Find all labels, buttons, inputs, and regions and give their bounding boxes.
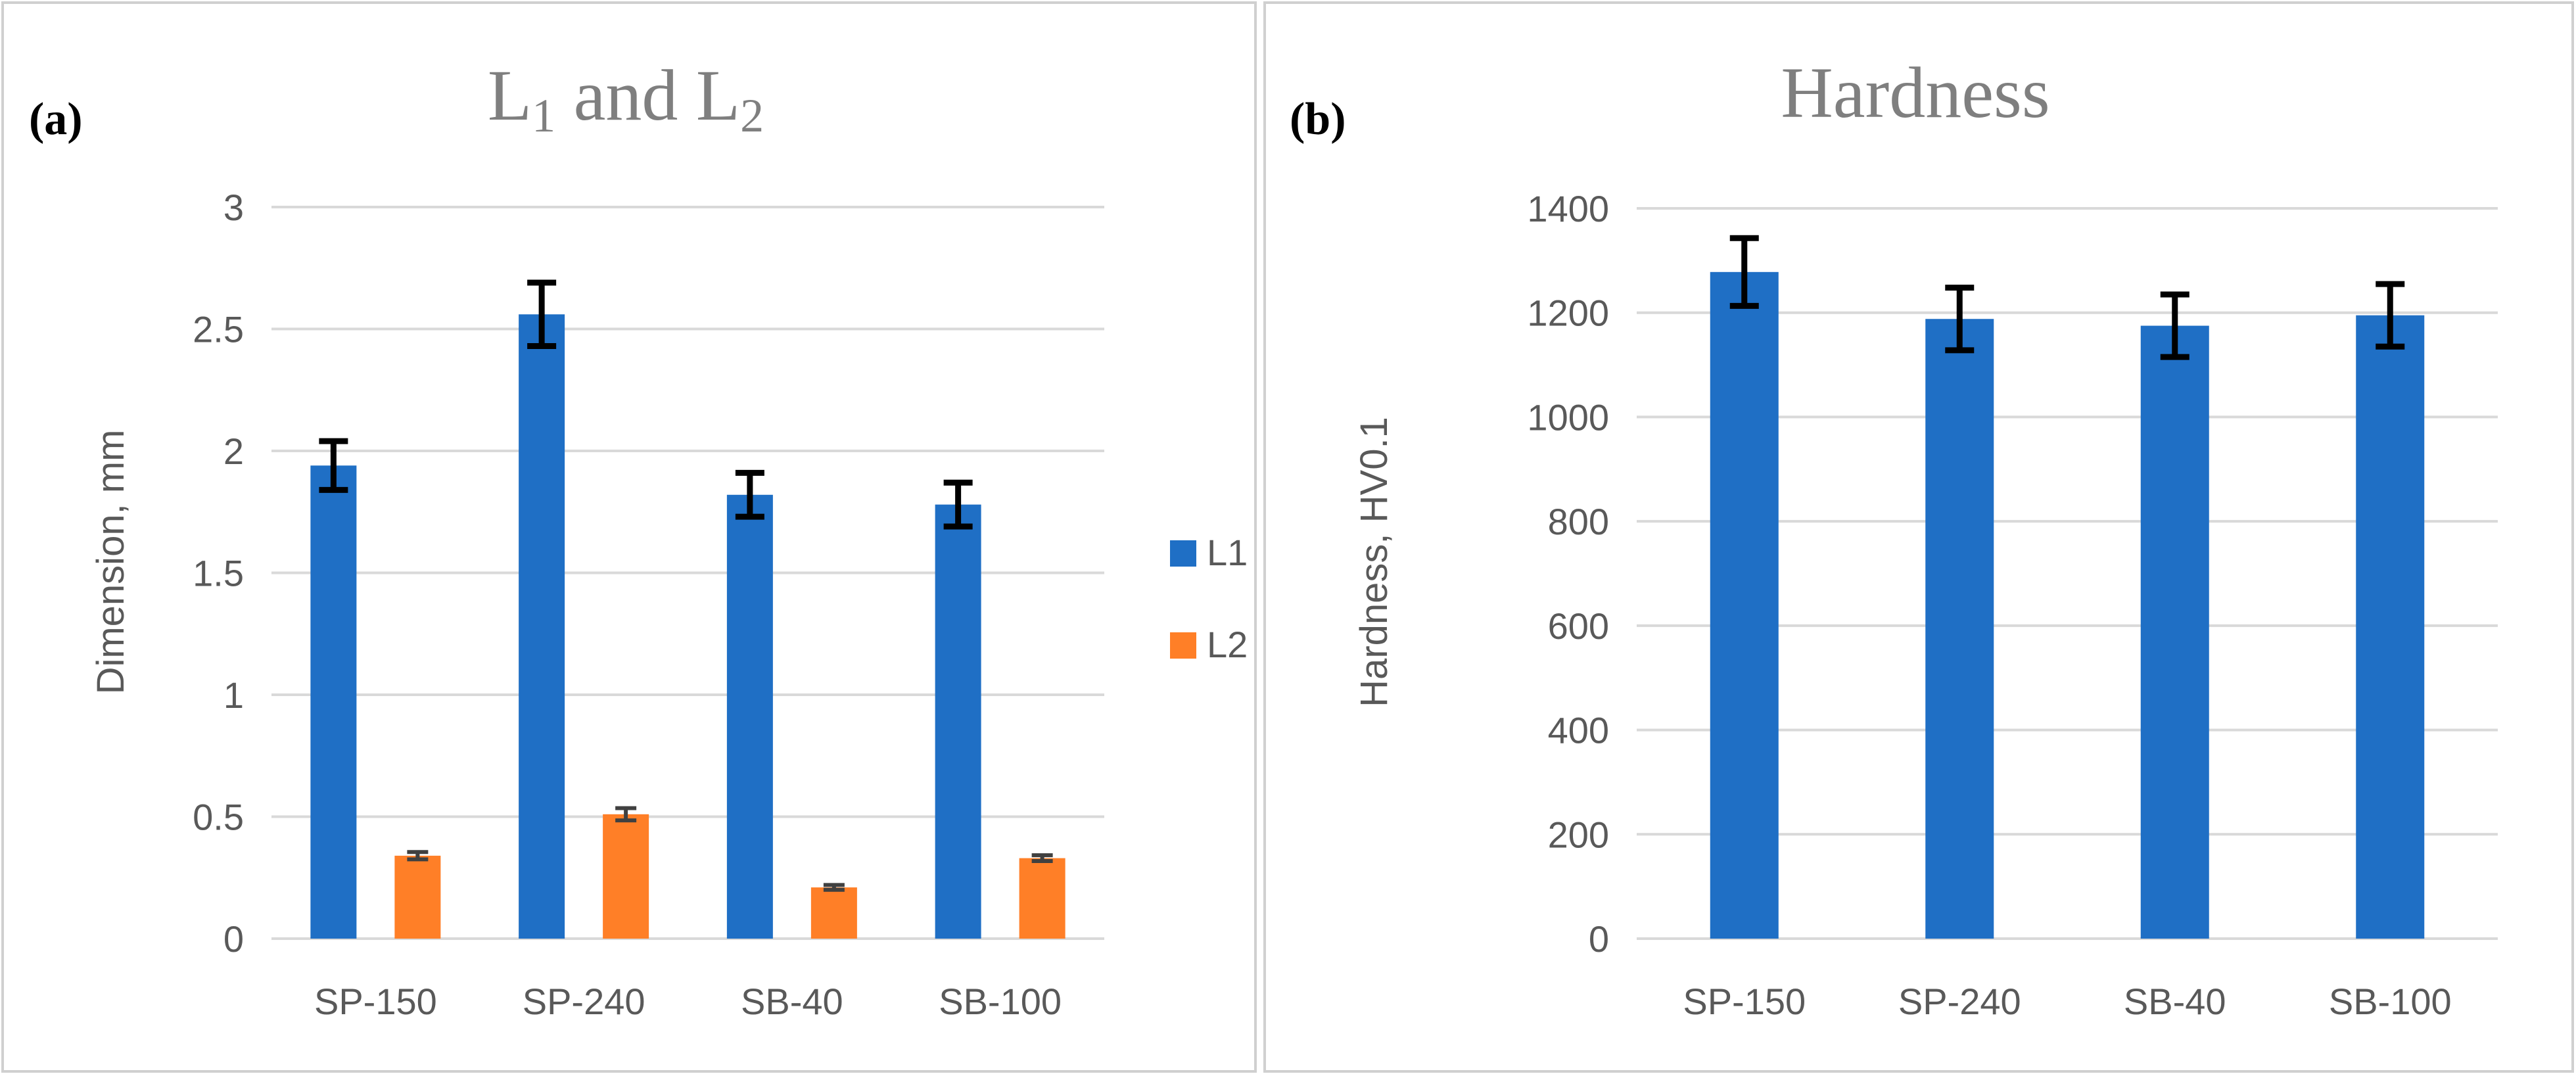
y-tick-label: 2.5 [193,309,244,350]
panel-a-title-l2: L [696,55,740,135]
y-tick-label: 1200 [1527,292,1609,334]
y-tick-label: 200 [1548,814,1609,855]
y-tick-label: 1000 [1527,396,1609,438]
y-tick-label: 800 [1548,501,1609,542]
x-tick-label: SB-100 [2329,981,2452,1022]
panel-a-ylabel: Dimension, mm [89,430,132,695]
legend-swatch-l2 [1170,632,1196,659]
y-tick-label: 0 [223,918,244,960]
panel-b-label: (b) [1290,94,1346,145]
x-tick-label: SB-100 [939,981,1062,1022]
legend-label-l1: L1 [1207,532,1248,573]
y-tick-label: 1 [223,674,244,716]
panel-a-title-and: and [555,55,696,135]
panel-a-title-sub2: 2 [740,89,764,142]
y-tick-label: 0.5 [193,797,244,838]
legend-label-l2: L2 [1207,624,1248,665]
x-tick-label: SP-240 [1898,981,2021,1022]
panel-b-ylabel: Hardness, HV0.1 [1353,417,1395,707]
bar-l2-sp-240 [603,814,649,939]
x-tick-label: SB-40 [741,981,843,1022]
bar-hardness-sb-100 [2356,315,2425,939]
bar-hardness-sp-240 [1925,319,1994,939]
panel-b-title: Hardness [1781,53,2049,133]
chart-a-plot: 0 0.5 1 1.5 2 2.5 3 SP-150 SP-240 SB-40 SB-100 L1 L2 [193,187,1248,1022]
bar-l1-sp-150 [310,465,357,939]
y-tick-label: 1400 [1527,188,1609,229]
chart-b-plot: 0 200 400 600 800 1000 1200 1400 SP-150 SP-240 SB-… [1527,188,2498,1022]
y-tick-label: 400 [1548,710,1609,751]
y-tick-label: 1.5 [193,553,244,594]
bar-l2-sp-150 [394,855,441,939]
y-tick-label: 600 [1548,605,1609,647]
y-tick-label: 3 [223,187,244,228]
panel-b-frame [1263,1,2574,1073]
bar-l2-sb-40 [810,887,857,939]
bar-l1-sb-100 [935,504,981,939]
bar-l1-sb-40 [726,494,773,939]
bar-l2-sb-100 [1019,858,1066,939]
y-tick-label: 2 [223,431,244,472]
bar-hardness-sp-150 [1710,271,1779,939]
bar-hardness-sb-40 [2140,325,2209,939]
panel-a-title: L1 and L2 [488,55,764,142]
x-tick-label: SP-150 [314,981,437,1022]
bar-l1-sp-240 [519,314,565,939]
panel-a-title-sub1: 1 [532,89,555,142]
panel-a-label: (a) [29,94,83,145]
panel-a-title-l1: L [488,55,532,135]
x-tick-label: SP-150 [1683,981,1806,1022]
x-tick-label: SB-40 [2124,981,2226,1022]
x-tick-label: SP-240 [523,981,645,1022]
legend-swatch-l1 [1170,540,1196,567]
y-tick-label: 0 [1589,918,1609,960]
